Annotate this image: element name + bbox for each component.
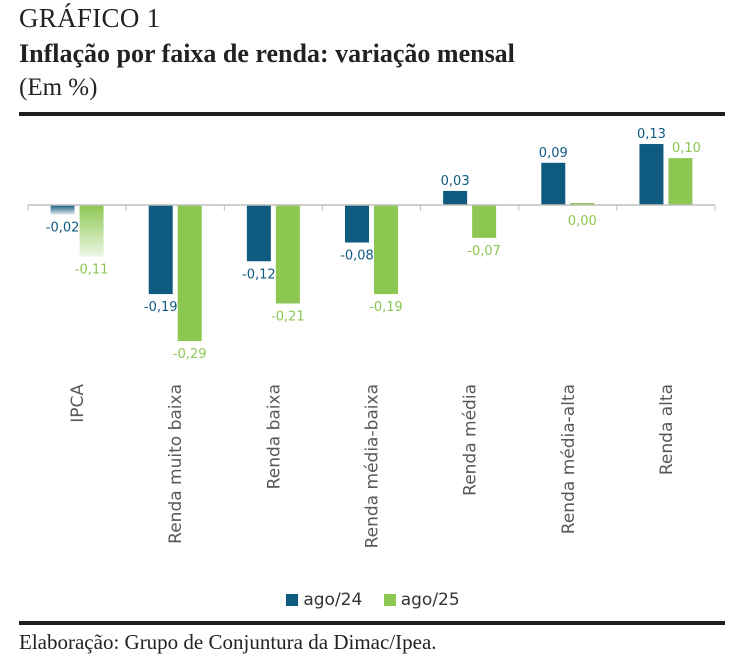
x-tick-label-ipca: IPCA [68, 384, 88, 423]
bar-ago-24-renda-alta [639, 144, 664, 205]
x-tick-label-renda-baixa: Renda baixa [264, 384, 284, 489]
bar-ago-25-renda-baixa [275, 205, 300, 304]
legend-label-ago24: ago/24 [303, 590, 363, 610]
legend-swatch-ago25 [383, 594, 396, 606]
bar-ago-24-renda-media [443, 190, 468, 205]
data-label-ago-24-renda-baixa: -0,12 [242, 267, 276, 282]
figure-label: GRÁFICO 1 [19, 3, 161, 33]
bar-ago-25-renda-media [472, 205, 497, 238]
x-tick-labels: IPCA Renda muito baixa Renda baixa Renda mé… [68, 384, 677, 549]
bars-group [50, 144, 693, 342]
x-tick-label-renda-media-alta: Renda média-alta [559, 384, 579, 534]
x-tick-label-renda-muito-baixa: Renda muito baixa [166, 384, 186, 544]
legend-swatch-ago24 [286, 594, 299, 606]
data-label-ago-25-renda-media: -0,07 [467, 244, 501, 259]
x-tick-label-renda-media-baixa: Renda média-baixa [363, 384, 383, 548]
chart-unit: (Em %) [19, 74, 98, 101]
x-tick-label-renda-alta: Renda alta [657, 384, 677, 475]
bar-ago-24-renda-muito-baixa [148, 205, 173, 295]
legend-label-ago25: ago/25 [400, 590, 460, 610]
data-labels: -0,02 -0,11 -0,19 -0,29 -0,12 -0,21 -0,08 -0,19… [46, 127, 701, 362]
data-label-ago-24-renda-muito-baixa: -0,19 [144, 300, 178, 315]
bar-ago-24-renda-baixa [246, 205, 271, 262]
data-label-ago-25-ipca: -0,11 [75, 263, 109, 278]
legend-item-ago24: ago/24 [286, 590, 362, 610]
data-label-ago-25-renda-baixa: -0,21 [271, 309, 305, 324]
data-label-ago-24-renda-media-alta: 0,09 [539, 146, 568, 161]
bar-chart: -0,02 -0,11 -0,19 -0,29 -0,12 -0,21 -0,08 -0,19… [27, 127, 716, 549]
data-label-ago-24-renda-alta: 0,13 [637, 127, 666, 142]
bar-ago-25-renda-alta [668, 158, 693, 205]
legend-item-ago25: ago/25 [383, 590, 460, 610]
source-note: Elaboração: Grupo de Conjuntura da Dimac… [19, 630, 437, 654]
legend: ago/24 ago/25 [0, 590, 746, 611]
data-label-ago-25-renda-media-baixa: -0,19 [369, 300, 403, 315]
bar-ago-25-renda-muito-baixa [177, 205, 202, 342]
bar-ago-24-renda-media-baixa [345, 205, 369, 243]
bar-ago-24-ipca [50, 205, 75, 215]
top-rule [19, 112, 725, 116]
bar-ago-24-renda-media-alta [541, 162, 566, 205]
bar-ago-25-renda-media-baixa [374, 205, 398, 295]
data-label-ago-25-renda-muito-baixa: -0,29 [173, 347, 207, 362]
bar-ago-25-ipca [79, 205, 104, 257]
x-axis [27, 204, 716, 211]
data-label-ago-24-renda-media-baixa: -0,08 [340, 249, 374, 264]
data-label-ago-24-renda-media: 0,03 [441, 174, 470, 189]
data-label-ago-25-renda-alta: 0,10 [672, 141, 701, 156]
chart-title: Inflação por faixa de renda: variação me… [19, 39, 515, 68]
x-tick-label-renda-media: Renda média [461, 384, 481, 496]
data-label-ago-25-renda-media-alta: 0,00 [568, 214, 597, 229]
bottom-rule [19, 621, 725, 625]
data-label-ago-24-ipca: -0,02 [46, 220, 80, 235]
bar-ago-25-renda-media-alta [570, 203, 595, 205]
